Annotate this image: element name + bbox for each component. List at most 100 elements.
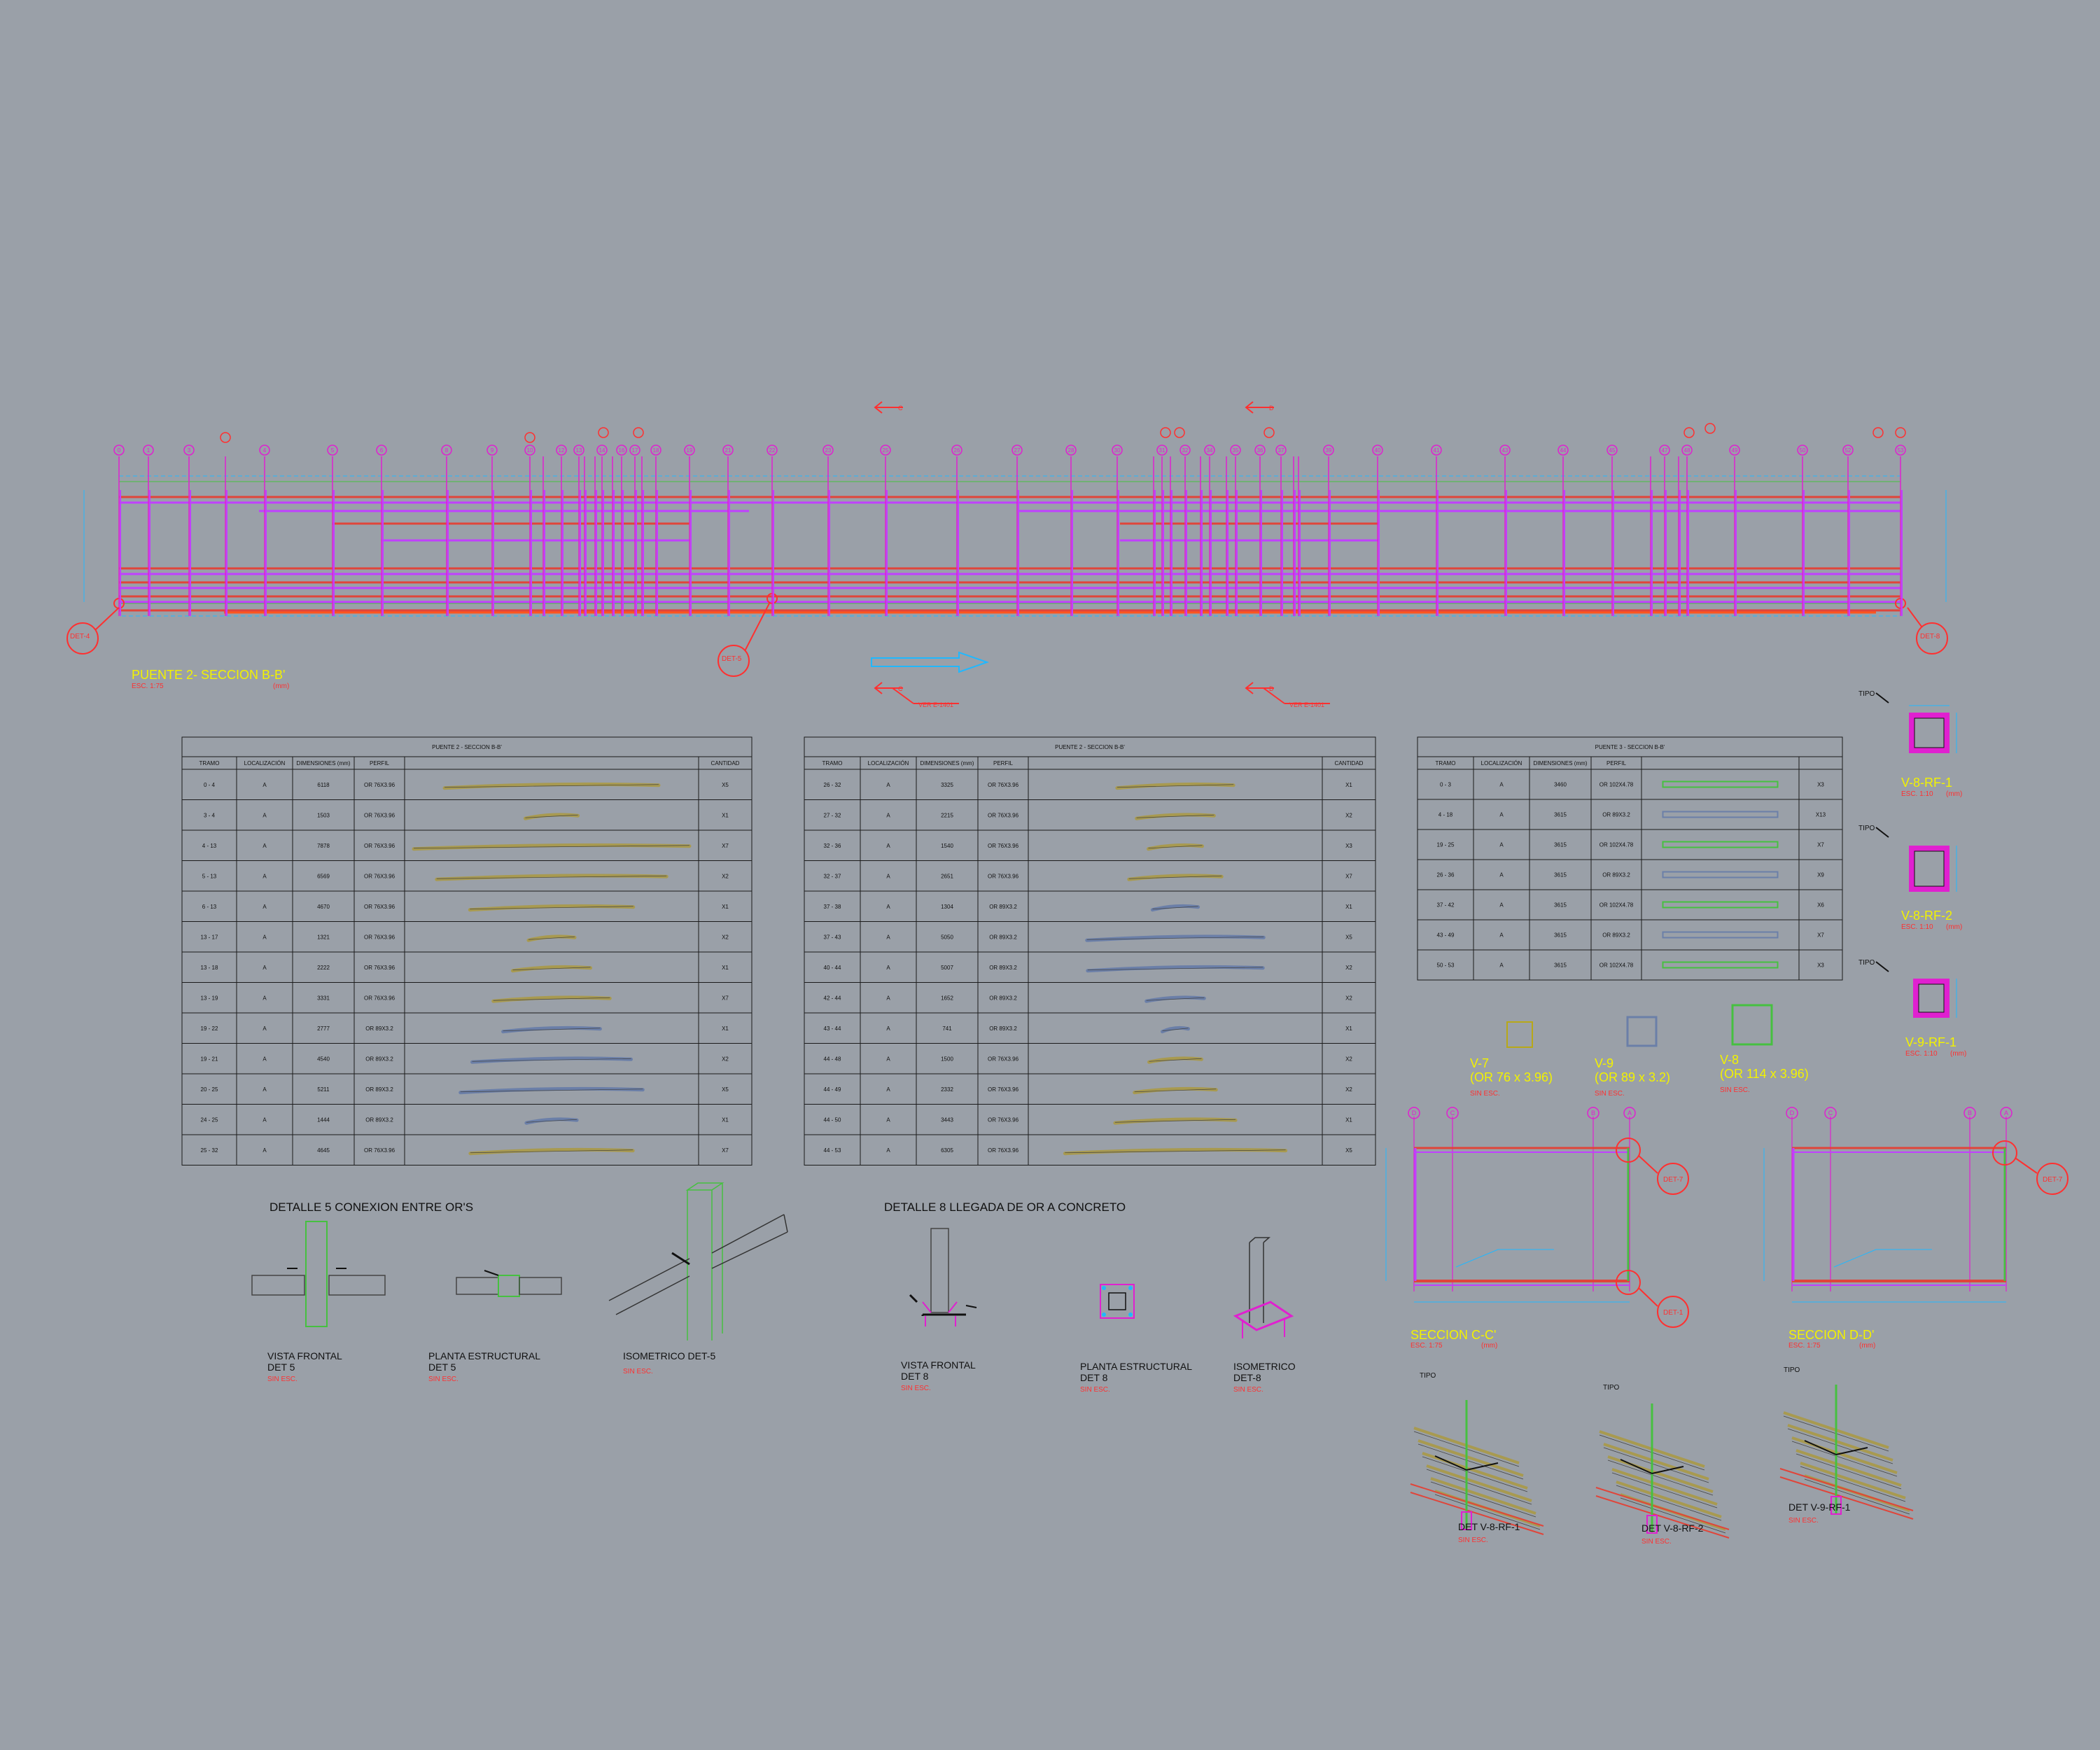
table-cell: 3615 [1554, 962, 1567, 969]
section-cut-marker-d-top[interactable] [1245, 401, 1274, 414]
tube-edge [1620, 1497, 1726, 1534]
table-cell: A [886, 843, 890, 849]
det-ref-callouts[interactable] [1616, 1138, 2068, 1328]
section-cut-marker-c-bottom[interactable] [874, 682, 959, 704]
axis-bubble [524, 444, 536, 456]
section-axis-bubble [1623, 1107, 1636, 1119]
det-callout-right[interactable] [1907, 607, 1948, 654]
view-label: DET 5 [428, 1362, 456, 1373]
table-cell: OR 76X3.96 [364, 782, 396, 788]
section-axis-bubble [1824, 1107, 1837, 1119]
profile-axis [512, 967, 591, 971]
axis-label: 44 [1560, 447, 1567, 454]
table-cell: OR 76X3.96 [988, 1086, 1019, 1093]
axis-label: 9 [491, 447, 494, 454]
table-cell: A [886, 1147, 890, 1154]
table-cell: 44 - 48 [824, 1056, 841, 1062]
table-border [804, 736, 1376, 1166]
table-cell: 1304 [941, 904, 953, 910]
section-unit: (mm) [1946, 923, 1962, 931]
section-cut-marker-d-bottom[interactable] [1245, 682, 1330, 704]
tipo-label: TIPO [1858, 825, 1875, 832]
table-cell: A [262, 843, 267, 849]
profile-axis [1149, 1058, 1202, 1062]
table-cell: 3615 [1554, 812, 1567, 818]
profile-axis [1136, 814, 1214, 818]
table-cell: 27 - 32 [824, 812, 841, 818]
section-axis-label: B [1591, 1110, 1595, 1116]
axis-label: 47 [1662, 447, 1668, 454]
schedule-table-puente-2-b: PUENTE 2 - SECCION B-B' TRAMO LOCALIZACIÓN… [804, 736, 1376, 1166]
tube-edge [1800, 1466, 1906, 1502]
tube-member [1795, 1449, 1902, 1487]
axis-label: 32 [1182, 447, 1189, 454]
table-cell: 43 - 44 [824, 1026, 841, 1032]
table-cell: OR 89X3.2 [989, 965, 1017, 971]
profile-bar [1662, 841, 1779, 848]
tube-edge [1434, 1494, 1541, 1530]
table-cell: 2777 [317, 1026, 330, 1032]
table-cell: A [1499, 812, 1504, 818]
tube-member [1430, 1477, 1536, 1515]
table-cell-qty: X2 [722, 873, 729, 879]
table-cell-qty: X2 [1345, 995, 1352, 1001]
section-cut-marker-c-top[interactable] [874, 401, 903, 414]
table-cell: 24 - 25 [201, 1116, 218, 1123]
section-dd-unit: (mm) [1859, 1342, 1875, 1350]
table-cell: A [886, 782, 890, 788]
table-cell: OR 76X3.96 [988, 1116, 1019, 1123]
det-ref-label: DET-7 [1663, 1176, 1684, 1184]
axis-label: 30 [1114, 447, 1121, 454]
section-title: V-8-RF-2 [1901, 909, 1952, 923]
table-cell: 37 - 42 [1437, 902, 1455, 909]
brace [1466, 1462, 1499, 1471]
tube-edge [1607, 1460, 1714, 1496]
axis-bubble [1254, 444, 1266, 456]
table-cell: OR 89X3.2 [989, 904, 1017, 910]
section-axis-label: A [1628, 1110, 1632, 1116]
det5-isometric-view [608, 1182, 788, 1340]
red-axis-bubble [1684, 427, 1695, 438]
tube-edge [1603, 1447, 1709, 1483]
det-callout-left[interactable] [66, 607, 120, 654]
section-title: V-9-RF-1 [1905, 1035, 1956, 1049]
profile-bar [435, 874, 668, 881]
table-cell: 5007 [941, 965, 953, 971]
table-cell: 2215 [941, 812, 953, 818]
connection-plate [1646, 1515, 1658, 1534]
view-note: SIN ESC. [428, 1376, 458, 1383]
view-label: DET 8 [1080, 1372, 1108, 1383]
table-cell: 1321 [317, 934, 330, 940]
table-cell: 3615 [1554, 902, 1567, 909]
profile-bar [412, 843, 692, 851]
section-axis-bubble [1786, 1107, 1798, 1119]
det-ref-label: DET-1 [1663, 1309, 1684, 1317]
profile-legend-v9: V-9 (OR 89 x 3.2) SIN ESC. [1595, 1016, 1670, 1098]
view-label: ISOMETRICO [1233, 1361, 1296, 1372]
table-cell: 42 - 44 [824, 995, 841, 1001]
table-cell: 40 - 44 [824, 965, 841, 971]
axis-bubble [1895, 444, 1906, 456]
table-cell: 3460 [1554, 782, 1567, 788]
elevation-title: PUENTE 2- SECCION B-B' [132, 668, 285, 682]
axis-label: 34 [1207, 447, 1213, 454]
axis-bubble [486, 444, 498, 456]
axis-bubble [650, 444, 662, 456]
tube-edge [1422, 1456, 1528, 1492]
section-axis-label: D [1790, 1110, 1795, 1116]
table-cell: 4540 [317, 1056, 330, 1062]
axis-label: 6 [380, 447, 384, 454]
table-header: LOCALIZACIÓN [244, 760, 286, 766]
table-header: CANTIDAD [711, 760, 740, 766]
section-cc-unit: (mm) [1481, 1342, 1497, 1350]
profile-axis [1116, 784, 1234, 788]
axis-label: 27 [1014, 447, 1021, 454]
elevation-scale: ESC. 1:75 [132, 682, 164, 690]
tipo-label: TIPO [1858, 690, 1875, 698]
profile-axis [1134, 1088, 1217, 1093]
table-cell: A [886, 873, 890, 879]
profile-note: SIN ESC. [1720, 1086, 1750, 1094]
table-cell: 4 - 18 [1438, 812, 1453, 818]
table-cell-qty: X1 [722, 812, 729, 818]
det-callout-center[interactable] [718, 601, 771, 677]
